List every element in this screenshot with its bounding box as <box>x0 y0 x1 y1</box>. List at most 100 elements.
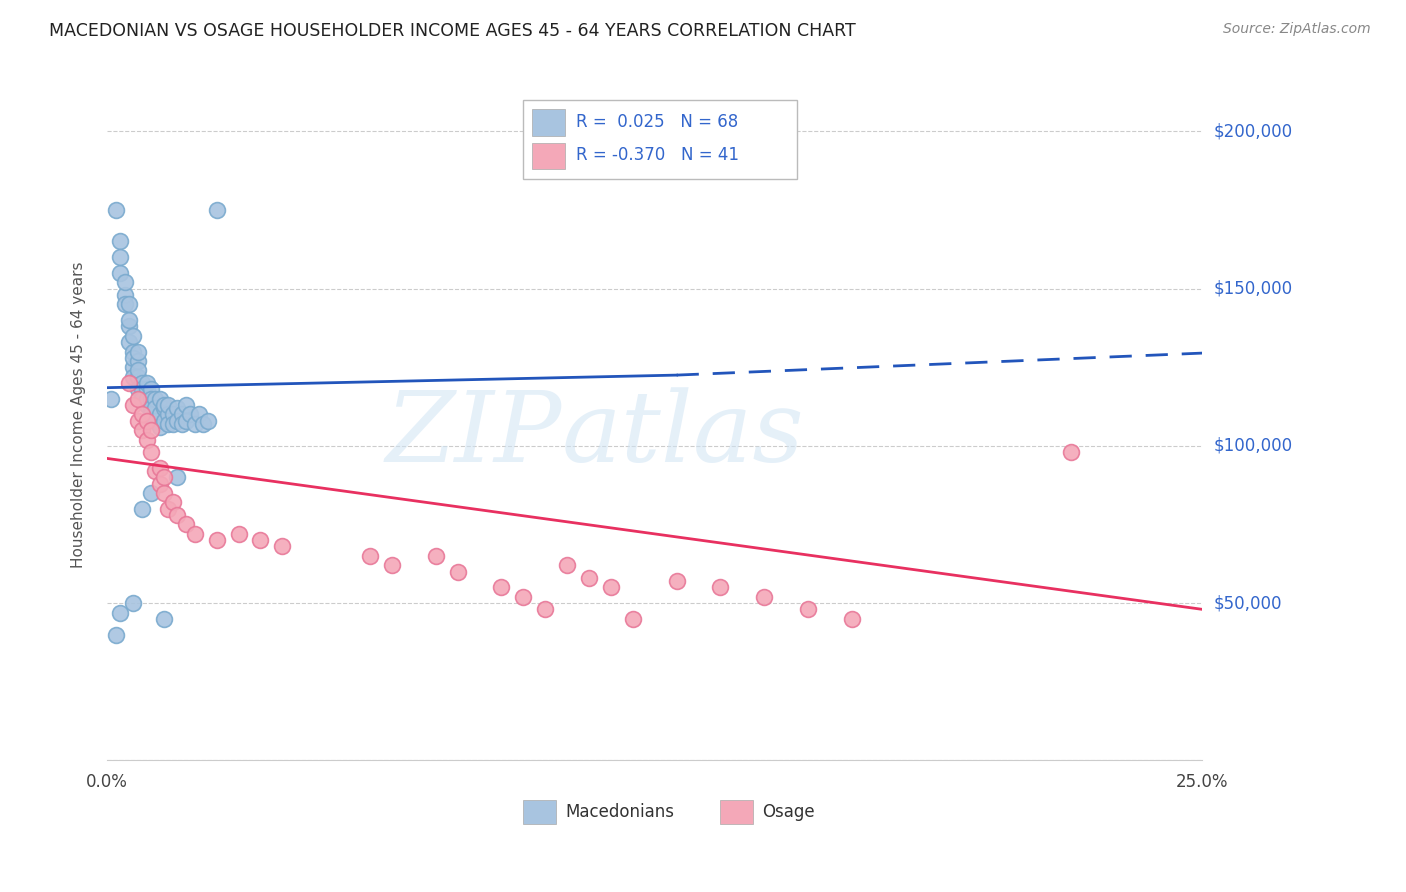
Point <box>446 565 468 579</box>
Point <box>139 445 162 459</box>
Point <box>166 414 188 428</box>
Point <box>534 602 557 616</box>
Point <box>104 202 127 217</box>
Text: R = -0.370   N = 41: R = -0.370 N = 41 <box>576 146 738 164</box>
Point <box>841 612 863 626</box>
Point <box>122 360 145 375</box>
Point <box>122 351 145 365</box>
Point <box>249 533 271 548</box>
FancyBboxPatch shape <box>531 143 565 169</box>
Point <box>131 382 153 396</box>
Point <box>153 486 176 500</box>
Point <box>135 414 157 428</box>
Point <box>665 574 688 588</box>
Point <box>143 392 166 406</box>
Point <box>157 408 180 422</box>
Point <box>127 363 149 377</box>
Point <box>110 250 132 264</box>
Point <box>149 408 172 422</box>
Point <box>131 408 153 422</box>
Point <box>157 501 180 516</box>
Point <box>114 297 136 311</box>
Point <box>170 408 193 422</box>
Text: $100,000: $100,000 <box>1213 437 1292 455</box>
Point <box>512 590 534 604</box>
Point <box>110 235 132 249</box>
Point <box>127 354 149 368</box>
Point <box>149 392 172 406</box>
Point <box>139 423 162 437</box>
Point <box>122 398 145 412</box>
FancyBboxPatch shape <box>720 800 754 824</box>
Point <box>170 417 193 431</box>
Point <box>131 376 153 390</box>
Point <box>131 501 153 516</box>
Point <box>122 328 145 343</box>
Point <box>135 433 157 447</box>
Point <box>135 382 157 396</box>
Text: Source: ZipAtlas.com: Source: ZipAtlas.com <box>1223 22 1371 37</box>
Point <box>127 414 149 428</box>
Point <box>118 297 141 311</box>
Point <box>104 627 127 641</box>
Point <box>157 417 180 431</box>
Point <box>122 596 145 610</box>
Point <box>149 476 172 491</box>
Text: R =  0.025   N = 68: R = 0.025 N = 68 <box>576 113 738 131</box>
Point <box>183 527 205 541</box>
Point <box>153 398 176 412</box>
Point <box>139 408 162 422</box>
Point <box>149 420 172 434</box>
Point <box>193 417 215 431</box>
Point <box>162 417 184 431</box>
Text: $200,000: $200,000 <box>1213 122 1292 140</box>
Text: $150,000: $150,000 <box>1213 279 1292 298</box>
Point <box>135 392 157 406</box>
Point <box>425 549 447 563</box>
Point <box>110 266 132 280</box>
Point <box>174 517 197 532</box>
Point <box>271 540 294 554</box>
Point <box>153 612 176 626</box>
Point <box>131 388 153 402</box>
Point <box>709 580 731 594</box>
Point <box>621 612 644 626</box>
Point <box>555 558 578 573</box>
Point <box>100 392 122 406</box>
Point <box>359 549 381 563</box>
Text: MACEDONIAN VS OSAGE HOUSEHOLDER INCOME AGES 45 - 64 YEARS CORRELATION CHART: MACEDONIAN VS OSAGE HOUSEHOLDER INCOME A… <box>49 22 856 40</box>
Point <box>754 590 776 604</box>
Point <box>143 401 166 416</box>
Point <box>166 470 188 484</box>
Point <box>166 508 188 522</box>
Text: Macedonians: Macedonians <box>565 803 673 822</box>
Point <box>127 369 149 384</box>
Point <box>797 602 820 616</box>
Point <box>122 369 145 384</box>
Text: ZIP: ZIP <box>385 387 561 483</box>
Point <box>174 398 197 412</box>
FancyBboxPatch shape <box>523 800 557 824</box>
Point <box>114 276 136 290</box>
Point <box>228 527 250 541</box>
Point <box>157 398 180 412</box>
Point <box>381 558 404 573</box>
Point <box>1060 445 1083 459</box>
Point <box>127 392 149 406</box>
Point <box>114 288 136 302</box>
Point <box>127 382 149 396</box>
Point <box>135 376 157 390</box>
Point <box>143 464 166 478</box>
Text: Osage: Osage <box>762 803 814 822</box>
Point <box>127 344 149 359</box>
Point <box>135 414 157 428</box>
Point <box>179 408 201 422</box>
Point <box>139 486 162 500</box>
Point <box>183 417 205 431</box>
FancyBboxPatch shape <box>531 110 565 136</box>
Y-axis label: Householder Income Ages 45 - 64 years: Householder Income Ages 45 - 64 years <box>72 261 86 567</box>
Point <box>131 392 153 406</box>
Point <box>153 470 176 484</box>
Point <box>153 414 176 428</box>
Point <box>139 382 162 396</box>
